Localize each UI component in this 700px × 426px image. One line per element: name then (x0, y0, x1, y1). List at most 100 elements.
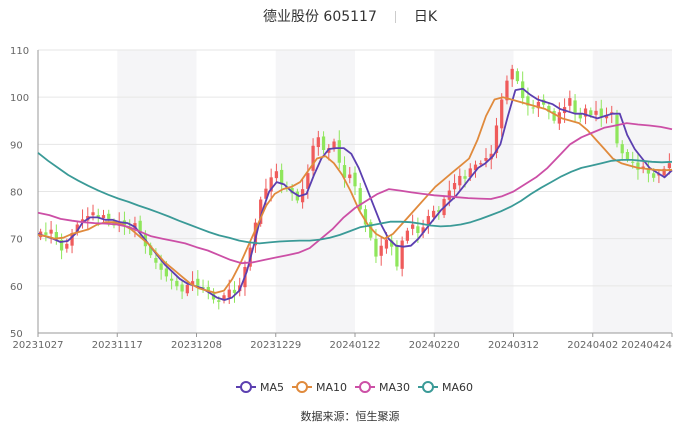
candle-body (369, 222, 373, 238)
legend-ma5-label: MA5 (260, 381, 284, 394)
candle (552, 108, 556, 124)
candle-body (568, 98, 572, 106)
candle-body (358, 188, 362, 210)
candle-body (149, 245, 153, 256)
candle (54, 224, 58, 245)
candle-body (227, 289, 231, 298)
candle (500, 93, 504, 138)
legend-ma30-marker (359, 381, 371, 393)
candle-body (583, 108, 588, 117)
candle-body (316, 137, 320, 148)
candle-body (101, 215, 106, 219)
y-tick-label: 90 (10, 140, 23, 151)
candle-body (437, 210, 441, 213)
candle (473, 160, 478, 178)
candle-body (306, 173, 310, 189)
legend-ma60[interactable]: MA60 (418, 381, 473, 394)
candle-body (159, 263, 163, 270)
candle-body (604, 115, 609, 119)
candle-body (458, 175, 462, 186)
candle-body (489, 153, 493, 160)
candle-body (405, 230, 410, 241)
candle (578, 107, 582, 123)
candle-body (107, 213, 111, 219)
candle-body (531, 107, 535, 109)
candle-body (589, 110, 593, 116)
candle-body (274, 171, 279, 179)
legend-ma30[interactable]: MA30 (355, 381, 410, 394)
candle-body (59, 239, 64, 251)
candle-body (426, 216, 430, 226)
candle (206, 280, 210, 300)
candle (49, 220, 53, 244)
candle-body (169, 278, 174, 281)
candle-body (662, 168, 666, 176)
stock-code: 605117 (323, 9, 377, 25)
candle-body (70, 233, 74, 246)
candle (421, 219, 425, 238)
candle-body (573, 100, 577, 113)
candle (411, 214, 415, 236)
candle-body (500, 99, 504, 129)
candle-body (280, 169, 284, 185)
candle-body (463, 176, 467, 179)
candle-body (400, 240, 404, 269)
period-label: 日K (413, 9, 438, 25)
candle (337, 130, 341, 170)
candle-body (652, 173, 656, 178)
candle-body (154, 258, 158, 263)
candle (400, 236, 404, 277)
candle (222, 292, 226, 304)
y-tick-label: 80 (10, 188, 23, 199)
candle (44, 222, 48, 242)
candle-body (374, 239, 378, 257)
legend-ma10[interactable]: MA10 (292, 381, 347, 394)
candle-body (363, 209, 368, 225)
candle-body (311, 145, 315, 171)
candle-body (484, 158, 488, 161)
candle (259, 196, 263, 227)
candle-body (232, 289, 237, 293)
candle-body (337, 140, 341, 163)
x-axis: 20231027 20231117 20231208 20231229 20240122… (13, 332, 673, 351)
candle-body (185, 284, 189, 294)
candle-body (473, 164, 478, 171)
ma-line-ma10 (37, 96, 673, 294)
legend-ma10-label: MA10 (316, 381, 347, 394)
legend-ma5[interactable]: MA5 (236, 381, 284, 394)
candle-body (667, 163, 672, 169)
candle-body (206, 286, 210, 291)
candle (573, 94, 577, 122)
candle (353, 166, 357, 196)
candle (201, 279, 205, 293)
x-tick-label: 20240122 (330, 340, 381, 351)
candle-body (452, 183, 457, 190)
candle (332, 138, 336, 152)
candle-body (201, 287, 205, 289)
candle (342, 156, 347, 188)
candle-body (631, 161, 635, 163)
candle-body (510, 68, 514, 80)
candle-body (547, 105, 551, 112)
x-tick-label: 20240312 (488, 340, 539, 351)
candle-body (112, 221, 116, 226)
candle-body (468, 168, 472, 177)
candle (510, 64, 514, 87)
y-tick-label: 110 (10, 46, 29, 57)
candle-body (80, 219, 85, 223)
candle-body (321, 136, 326, 150)
candle (169, 272, 174, 290)
legend-ma5-marker (240, 381, 252, 393)
candle (568, 90, 572, 111)
candle-body (96, 215, 100, 218)
candle-body (447, 190, 451, 200)
candle-body (133, 223, 137, 229)
candle-body (620, 144, 624, 154)
candle-body (625, 152, 630, 160)
candle-body (259, 199, 263, 224)
candle-body (91, 212, 95, 216)
candle-body (290, 187, 294, 194)
candle-body (390, 240, 394, 247)
candle-body (526, 96, 530, 106)
